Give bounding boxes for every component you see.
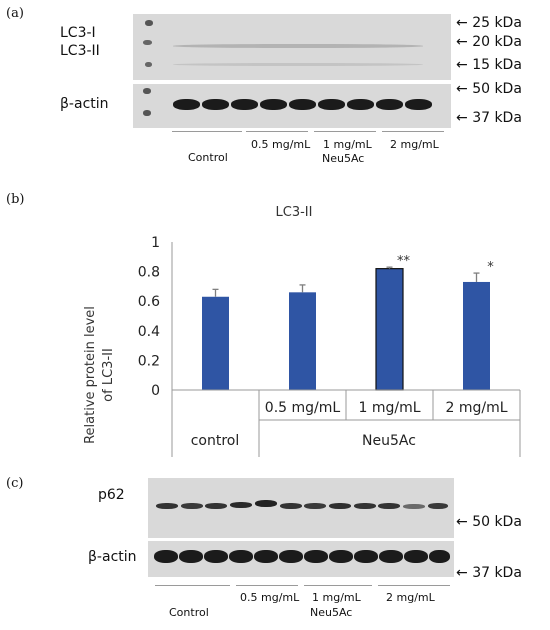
marker-50kda-c: ← 50 kDa: [456, 514, 522, 530]
marker-15kda-label: 15 kDa: [472, 57, 522, 73]
dose1-underline-c: [236, 585, 298, 586]
group-dose1-c: 0.5 mg/mL: [240, 591, 300, 604]
x-category-label: 2 mg/mL: [445, 400, 507, 416]
y-tick-label: 0.8: [138, 265, 160, 281]
group-dose1-a: 0.5 mg/mL: [251, 138, 311, 151]
x-category-label: 1 mg/mL: [358, 400, 420, 416]
control-underline-c: [155, 585, 230, 586]
marker-20kda-a: ← 20 kDa: [456, 34, 522, 50]
actin-label-a: β-actin: [60, 96, 109, 112]
y-tick-labels: 0 0.2 0.4 0.6 0.8 1: [138, 235, 160, 399]
group-label-treatment: Neu5Ac: [362, 433, 416, 449]
group-dose3-a: 2 mg/mL: [390, 138, 439, 151]
actin-blot-c-image: [148, 541, 454, 577]
dose2-underline-a: [314, 131, 376, 132]
panel-c-letter: (c): [6, 476, 24, 491]
dose2-underline-c: [304, 585, 372, 586]
actin-blot-a-image: [133, 84, 451, 128]
panel-a-letter: (a): [6, 6, 24, 21]
y-tick-label: 0: [151, 383, 160, 399]
group-label-control: control: [191, 433, 240, 449]
error-bars: [212, 266, 480, 297]
significance-marks: ** *: [397, 254, 494, 275]
y-tick-label: 0.4: [138, 324, 160, 340]
marker-50kda-a: ← 50 kDa: [456, 81, 522, 97]
marker-25kda-a: ← 25 kDa: [456, 15, 522, 31]
group-control-a: Control: [188, 151, 228, 164]
treatment-label-a: Neu5Ac: [322, 152, 365, 165]
marker-25kda-label: 25 kDa: [472, 15, 522, 31]
bars: [202, 268, 490, 391]
dose1-underline-a: [246, 131, 308, 132]
bar: [375, 268, 404, 391]
marker-15kda-a: ← 15 kDa: [456, 57, 522, 73]
bar: [289, 292, 316, 390]
y-axis-label: Relative protein level of LC3-II: [83, 306, 116, 444]
treatment-label-c: Neu5Ac: [310, 606, 353, 619]
lc3-ii-label: LC3-II: [60, 43, 100, 59]
chart-title: LC3-II: [276, 205, 313, 220]
lc3-blot-image: [133, 14, 451, 80]
dose3-underline-c: [378, 585, 450, 586]
marker-20kda-label: 20 kDa: [472, 34, 522, 50]
group-dose2-c: 1 mg/mL: [312, 591, 361, 604]
bar: [202, 296, 229, 390]
x-category-labels: 0.5 mg/mL 1 mg/mL 2 mg/mL: [265, 400, 508, 416]
dose3-underline-a: [382, 131, 444, 132]
significance-mark: **: [397, 254, 411, 269]
x-category-label: 0.5 mg/mL: [265, 400, 341, 416]
panel-b-letter: (b): [6, 192, 25, 207]
control-underline-a: [172, 131, 242, 132]
marker-37kda-label: 37 kDa: [472, 110, 522, 126]
group-control-c: Control: [169, 606, 209, 619]
p62-label: p62: [98, 487, 125, 503]
marker-37kda-c-label: 37 kDa: [472, 565, 522, 581]
y-axis-label-line2: of LC3-II: [101, 348, 116, 402]
lc3-i-label: LC3-I: [60, 25, 96, 41]
significance-mark: *: [487, 260, 494, 275]
lc3-ii-bar-chart: LC3-II Relative protein level of LC3-II …: [83, 205, 521, 457]
y-tick-label: 0.2: [138, 353, 160, 369]
group-dose2-a: 1 mg/mL: [323, 138, 372, 151]
marker-50kda-label: 50 kDa: [472, 81, 522, 97]
marker-37kda-c: ← 37 kDa: [456, 565, 522, 581]
y-axis-label-line1: Relative protein level: [83, 306, 98, 444]
y-tick-label: 0.6: [138, 294, 160, 310]
actin-label-c: β-actin: [88, 549, 137, 565]
y-tick-label: 1: [151, 235, 160, 251]
p62-blot-image: [148, 478, 454, 538]
group-dose3-c: 2 mg/mL: [386, 591, 435, 604]
marker-50kda-c-label: 50 kDa: [472, 514, 522, 530]
bar: [463, 281, 490, 390]
marker-37kda-a: ← 37 kDa: [456, 110, 522, 126]
